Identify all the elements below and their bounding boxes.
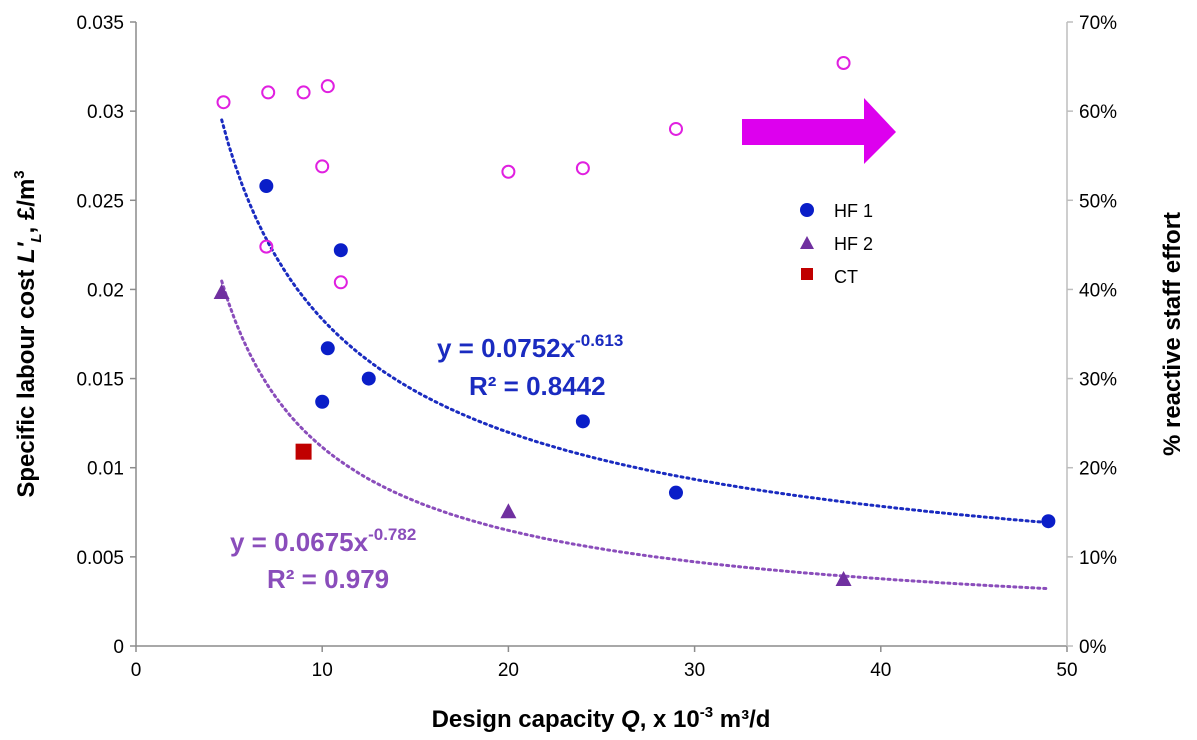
y-right-tick-label: 70% — [1079, 13, 1117, 34]
x-ticks: 0 10 20 30 40 50 — [131, 646, 1078, 681]
trendline-hf2 — [220, 279, 1050, 591]
axes — [135, 22, 1068, 647]
point-hf1 — [320, 341, 335, 356]
point-hf2 — [500, 503, 517, 519]
y-right-tick-label: 40% — [1079, 280, 1117, 301]
y-left-ticks: 0 0.005 0.01 0.015 0.02 0.025 0.03 0.035 — [76, 13, 136, 658]
point-hf1 — [333, 243, 348, 258]
point-reactive-effort — [216, 95, 231, 110]
point-hf1 — [361, 371, 376, 386]
y-left-tick-label: 0.015 — [76, 370, 124, 391]
legend-item-hf1: HF 1 — [800, 201, 873, 221]
trendline-equation-hf2: y = 0.0675x-0.782 — [230, 525, 416, 557]
trendline-r2-hf2: R² = 0.979 — [267, 564, 389, 594]
y-right-tick-label: 10% — [1079, 548, 1117, 569]
legend-marker-ct — [801, 268, 813, 280]
point-ct — [295, 443, 312, 460]
point-hf1 — [1041, 514, 1056, 529]
legend: HF 1 HF 2 CT — [800, 201, 873, 287]
point-hf2 — [835, 571, 852, 587]
point-reactive-effort — [575, 161, 590, 176]
x-tick-label: 30 — [684, 660, 705, 681]
legend-label-hf1: HF 1 — [834, 201, 873, 221]
y-right-ticks: 0% 10% 20% 30% 40% 50% 60% 70% — [1067, 13, 1117, 658]
data-points — [213, 56, 1056, 587]
point-hf1 — [259, 179, 274, 194]
y-left-tick-label: 0.025 — [76, 191, 124, 212]
x-tick-label: 0 — [131, 660, 142, 681]
point-reactive-effort — [836, 56, 851, 71]
trendline-equation-hf1: y = 0.0752x-0.613 — [437, 331, 623, 363]
y-left-tick-label: 0.005 — [76, 548, 124, 569]
y-left-tick-label: 0 — [113, 637, 124, 658]
legend-marker-hf2 — [800, 236, 814, 249]
legend-label-hf2: HF 2 — [834, 234, 873, 254]
point-reactive-effort — [668, 121, 683, 136]
y-right-tick-label: 50% — [1079, 191, 1117, 212]
point-reactive-effort — [501, 164, 516, 179]
y-right-tick-label: 30% — [1079, 370, 1117, 391]
y-left-tick-label: 0.03 — [87, 102, 124, 123]
y-left-tick-label: 0.035 — [76, 13, 124, 34]
point-reactive-effort — [261, 85, 276, 100]
point-hf1 — [668, 485, 683, 500]
y-right-tick-label: 0% — [1079, 637, 1107, 658]
x-tick-label: 40 — [870, 660, 891, 681]
point-reactive-effort — [320, 79, 335, 94]
point-hf2 — [213, 283, 230, 299]
x-tick-label: 20 — [498, 660, 519, 681]
point-hf1 — [315, 394, 330, 409]
legend-item-ct: CT — [801, 267, 858, 287]
y-right-tick-label: 20% — [1079, 459, 1117, 480]
point-reactive-effort — [333, 275, 348, 290]
legend-label-ct: CT — [834, 267, 858, 287]
y-right-tick-label: 60% — [1079, 102, 1117, 123]
y-axis-left-title: Specific labour cost L'L, £/m3 — [11, 170, 45, 497]
point-reactive-effort — [259, 239, 274, 254]
trendlines — [220, 118, 1050, 591]
y-left-tick-label: 0.01 — [87, 459, 124, 480]
point-hf1 — [575, 414, 590, 429]
trendline-r2-hf1: R² = 0.8442 — [469, 371, 606, 401]
arrow-right-icon — [742, 98, 896, 164]
legend-marker-hf1 — [800, 203, 814, 217]
point-reactive-effort — [315, 159, 330, 174]
x-tick-label: 50 — [1056, 660, 1077, 681]
x-tick-label: 10 — [312, 660, 333, 681]
y-axis-right-title: % reactive staff effort — [1159, 212, 1186, 456]
trendline-hf1 — [220, 118, 1050, 525]
x-axis-title: Design capacity Q, x 10-3 m³/d — [432, 704, 771, 733]
y-left-tick-label: 0.02 — [87, 280, 124, 301]
point-reactive-effort — [296, 85, 311, 100]
legend-item-hf2: HF 2 — [800, 234, 873, 254]
